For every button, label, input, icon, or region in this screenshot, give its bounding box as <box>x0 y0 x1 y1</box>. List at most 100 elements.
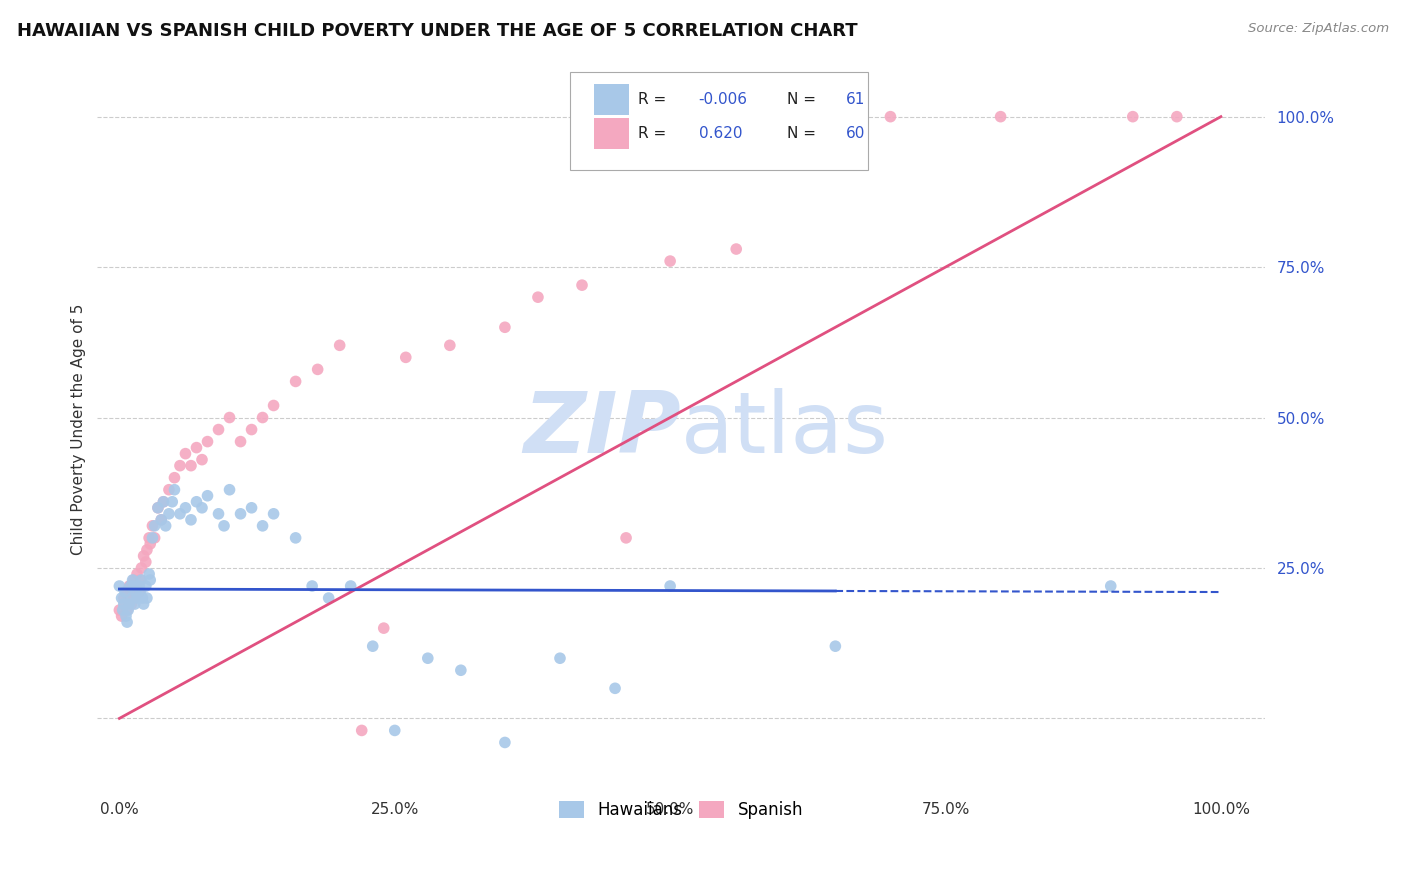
Point <box>114 585 136 599</box>
Point <box>614 531 637 545</box>
Point <box>191 500 214 515</box>
Point <box>318 591 340 605</box>
Point <box>115 603 138 617</box>
Point <box>114 597 136 611</box>
Point <box>112 591 135 605</box>
Point <box>118 597 141 611</box>
Point <box>263 399 285 413</box>
Point <box>197 489 219 503</box>
Text: ZIP: ZIP <box>523 388 681 471</box>
Point <box>115 615 138 629</box>
Y-axis label: Child Poverty Under the Age of 5: Child Poverty Under the Age of 5 <box>72 304 86 555</box>
FancyBboxPatch shape <box>593 119 628 149</box>
Point <box>135 591 157 605</box>
Point <box>131 591 153 605</box>
Point <box>141 531 163 545</box>
Point <box>108 603 131 617</box>
Point <box>571 278 593 293</box>
Point <box>131 573 153 587</box>
Point <box>603 681 626 696</box>
Point <box>121 591 143 605</box>
Point <box>207 507 229 521</box>
Point <box>121 579 143 593</box>
Point <box>152 495 174 509</box>
Point <box>112 597 135 611</box>
Point <box>143 519 166 533</box>
Point <box>240 500 263 515</box>
Point <box>494 320 516 334</box>
Point <box>138 531 160 545</box>
Text: N =: N = <box>787 92 821 107</box>
Point <box>125 579 148 593</box>
Point <box>120 579 142 593</box>
Point <box>124 597 146 611</box>
Point <box>186 441 208 455</box>
Point <box>212 519 235 533</box>
Text: R =: R = <box>638 126 671 141</box>
Point <box>990 110 1012 124</box>
Point <box>146 500 169 515</box>
Point <box>115 609 138 624</box>
FancyBboxPatch shape <box>571 72 868 169</box>
Point <box>135 555 157 569</box>
Point <box>129 585 152 599</box>
Point <box>163 483 186 497</box>
Point <box>395 351 418 365</box>
Point <box>659 579 682 593</box>
Point <box>155 519 177 533</box>
Text: N =: N = <box>787 126 821 141</box>
Point <box>122 579 145 593</box>
Point <box>125 591 148 605</box>
Point <box>121 597 143 611</box>
Point <box>141 519 163 533</box>
Point <box>146 500 169 515</box>
Point <box>229 507 252 521</box>
Point <box>350 723 373 738</box>
Point <box>108 579 131 593</box>
Point <box>879 110 901 124</box>
Point <box>174 447 197 461</box>
Text: -0.006: -0.006 <box>699 92 748 107</box>
Point <box>659 254 682 268</box>
Point <box>117 591 139 605</box>
Point <box>384 723 406 738</box>
Point <box>307 362 329 376</box>
Point <box>117 603 139 617</box>
Point <box>252 410 274 425</box>
Point <box>191 452 214 467</box>
Point <box>129 573 152 587</box>
Point <box>361 639 384 653</box>
Point <box>128 579 150 593</box>
Point <box>122 573 145 587</box>
Point <box>416 651 439 665</box>
Point <box>824 639 846 653</box>
Point <box>163 471 186 485</box>
Point <box>169 458 191 473</box>
Point <box>1166 110 1188 124</box>
Point <box>527 290 550 304</box>
Point <box>725 242 748 256</box>
Point <box>548 651 571 665</box>
Point <box>110 609 132 624</box>
Point <box>1099 579 1122 593</box>
Point <box>180 513 202 527</box>
Text: atlas: atlas <box>681 388 889 471</box>
Point <box>125 566 148 581</box>
Legend: Hawaiians, Spanish: Hawaiians, Spanish <box>553 794 810 826</box>
Text: 61: 61 <box>846 92 865 107</box>
Text: 60: 60 <box>846 126 865 141</box>
Point <box>131 561 153 575</box>
Point <box>240 423 263 437</box>
Point <box>135 542 157 557</box>
Point <box>139 573 162 587</box>
Point <box>174 500 197 515</box>
Point <box>115 585 138 599</box>
Point <box>118 579 141 593</box>
Point <box>157 507 180 521</box>
Point <box>284 531 307 545</box>
Point <box>263 507 285 521</box>
Point <box>162 495 184 509</box>
Point <box>494 735 516 749</box>
Point <box>218 410 240 425</box>
Point <box>180 458 202 473</box>
